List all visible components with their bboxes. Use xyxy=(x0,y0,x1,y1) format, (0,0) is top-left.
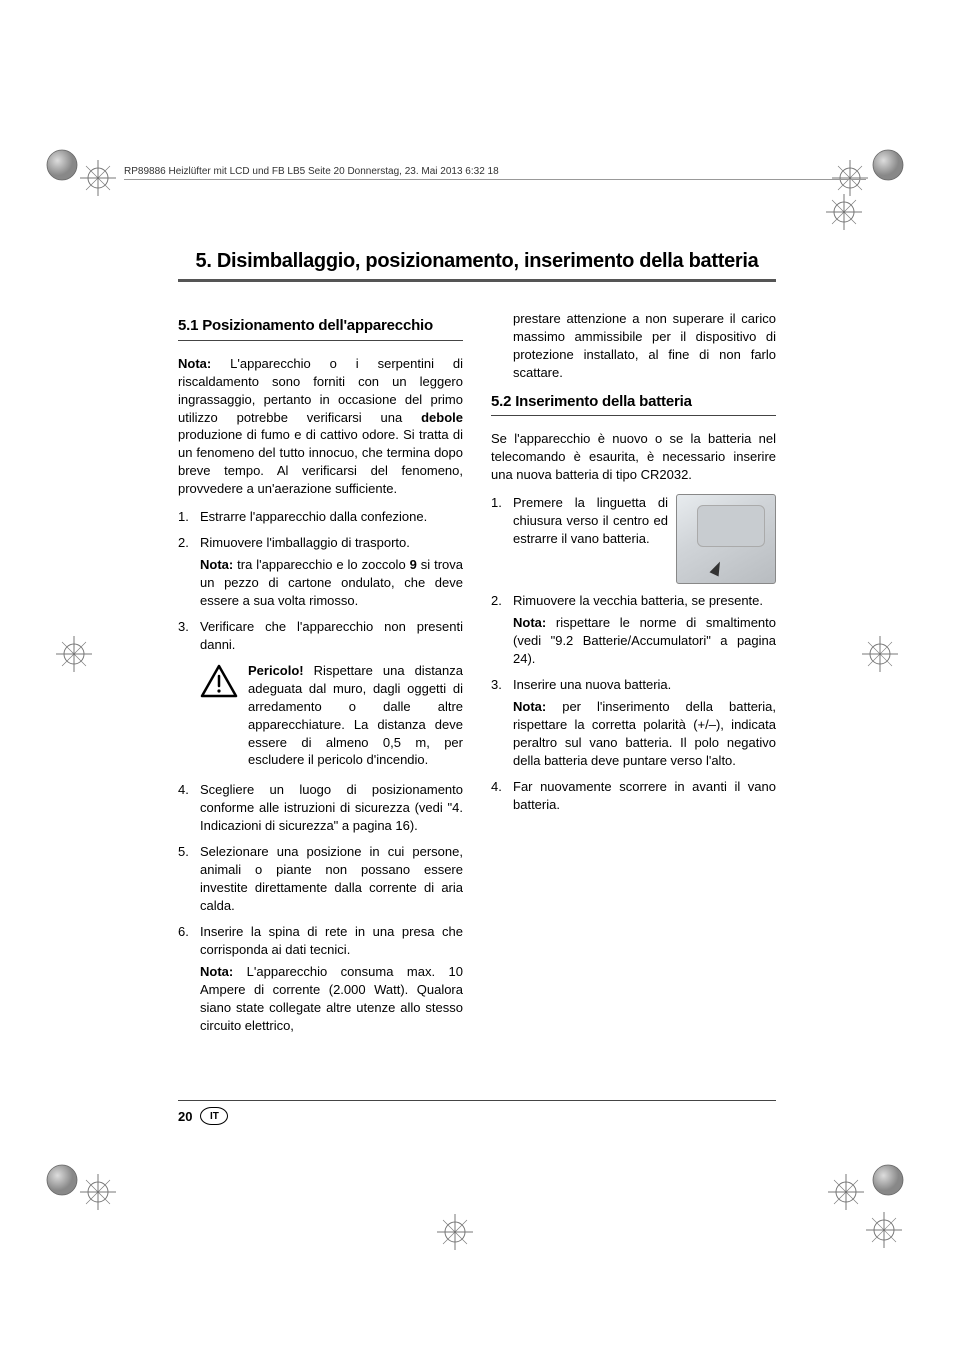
battery-step-2-note: Nota: rispettare le norme di smaltimento… xyxy=(513,614,776,668)
registration-cross xyxy=(54,634,94,674)
left-column: 5.1 Posizionamento dell'apparecchio Nota… xyxy=(178,310,463,1043)
registration-disc xyxy=(42,1160,82,1200)
page-footer: 20 IT xyxy=(178,1100,776,1125)
registration-cross xyxy=(864,1210,904,1250)
battery-compartment-image xyxy=(676,494,776,584)
battery-step-2: Rimuovere la vecchia batteria, se presen… xyxy=(491,592,776,668)
section-title: 5. Disimballaggio, posizionamento, inser… xyxy=(178,250,776,273)
step-6: Inserire la spina di rete in una presa c… xyxy=(178,923,463,1035)
battery-step-3-note: Nota: per l'inserimento della batteria, … xyxy=(513,698,776,770)
registration-cross xyxy=(78,158,118,198)
page-number: 20 xyxy=(178,1109,192,1124)
print-header: RP89886 Heizlüfter mit LCD und FB LB5 Se… xyxy=(124,166,866,180)
sub-rule xyxy=(178,340,463,341)
step-2-text: Rimuovere l'imballaggio di trasporto. xyxy=(200,535,410,550)
battery-step-3: Inserire una nuova batteria. Nota: per l… xyxy=(491,676,776,770)
sub-rule xyxy=(491,415,776,416)
step-6-note: Nota: L'apparecchio consuma max. 10 Ampe… xyxy=(200,963,463,1035)
registration-disc xyxy=(868,145,908,185)
registration-disc xyxy=(868,1160,908,1200)
title-rule xyxy=(178,279,776,282)
battery-step-1: Premere la linguetta di chiusura verso i… xyxy=(491,494,776,584)
registration-disc xyxy=(42,145,82,185)
step-4: Scegliere un luogo di posizionamento con… xyxy=(178,781,463,835)
battery-step-1-text: Premere la linguetta di chiusura verso i… xyxy=(513,494,668,584)
step-5: Selezionare una posizione in cui persone… xyxy=(178,843,463,915)
step-6-text: Inserire la spina di rete in una presa c… xyxy=(200,924,463,957)
intro-note: Nota: L'apparecchio o i serpentini di ri… xyxy=(178,355,463,499)
registration-cross xyxy=(826,1172,866,1212)
subhead-5-2: 5.2 Inserimento della batteria xyxy=(491,392,776,413)
step-2-note: Nota: tra l'apparecchio e lo zoccolo 9 s… xyxy=(200,556,463,610)
right-column: prestare attenzione a non superare il ca… xyxy=(491,310,776,1043)
step-3: Verificare che l'apparecchio non present… xyxy=(178,618,463,654)
registration-cross xyxy=(435,1212,475,1252)
battery-step-3-text: Inserire una nuova batteria. xyxy=(513,677,671,692)
battery-intro: Se l'apparecchio è nuovo o se la batteri… xyxy=(491,430,776,484)
battery-step-2-text: Rimuovere la vecchia batteria, se presen… xyxy=(513,593,763,608)
registration-cross xyxy=(860,634,900,674)
registration-cross xyxy=(78,1172,118,1212)
registration-cross xyxy=(824,192,864,232)
page-content: 5. Disimballaggio, posizionamento, inser… xyxy=(178,250,776,1043)
country-badge: IT xyxy=(200,1107,228,1125)
step-1: Estrarre l'apparecchio dalla confezione. xyxy=(178,508,463,526)
continuation-text: prestare attenzione a non superare il ca… xyxy=(491,310,776,382)
battery-step-4: Far nuovamente scorrere in avanti il van… xyxy=(491,778,776,814)
warning-icon xyxy=(200,664,238,703)
warning-block: Pericolo! Rispettare una distanza adegua… xyxy=(200,662,463,770)
step-2: Rimuovere l'imballaggio di trasporto. No… xyxy=(178,534,463,610)
warning-text: Pericolo! Rispettare una distanza adegua… xyxy=(248,662,463,770)
subhead-5-1: 5.1 Posizionamento dell'apparecchio xyxy=(178,316,463,337)
